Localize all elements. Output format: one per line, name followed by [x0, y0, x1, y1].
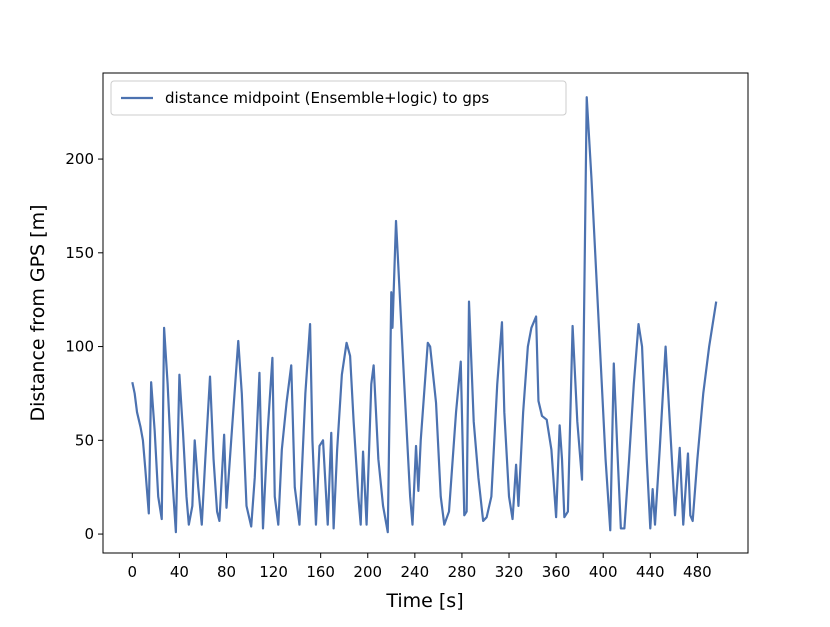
x-tick-label: 240 — [401, 563, 430, 581]
y-tick-label: 150 — [65, 244, 94, 262]
x-tick-label: 200 — [353, 563, 382, 581]
data-line — [131, 96, 718, 534]
x-tick-label: 320 — [495, 563, 524, 581]
x-axis-label: Time [s] — [385, 590, 463, 612]
y-axis-label: Distance from GPS [m] — [27, 205, 49, 422]
x-tick-label: 0 — [128, 563, 138, 581]
x-tick-label: 400 — [589, 563, 618, 581]
x-tick-label: 120 — [259, 563, 288, 581]
x-tick-label: 440 — [636, 563, 665, 581]
legend-label: distance midpoint (Ensemble+logic) to gp… — [165, 89, 489, 107]
x-tick-label: 480 — [683, 563, 712, 581]
y-tick-label: 0 — [84, 525, 94, 543]
y-tick-label: 200 — [65, 150, 94, 168]
legend-box — [110, 80, 567, 116]
plot-frame — [102, 72, 749, 554]
x-tick-label: 40 — [170, 563, 189, 581]
x-tick-label: 360 — [542, 563, 571, 581]
y-tick-label: 50 — [75, 431, 94, 449]
y-tick-label: 100 — [65, 338, 94, 356]
x-tick-label: 160 — [306, 563, 335, 581]
x-tick-label: 80 — [217, 563, 236, 581]
x-tick-label: 280 — [448, 563, 477, 581]
